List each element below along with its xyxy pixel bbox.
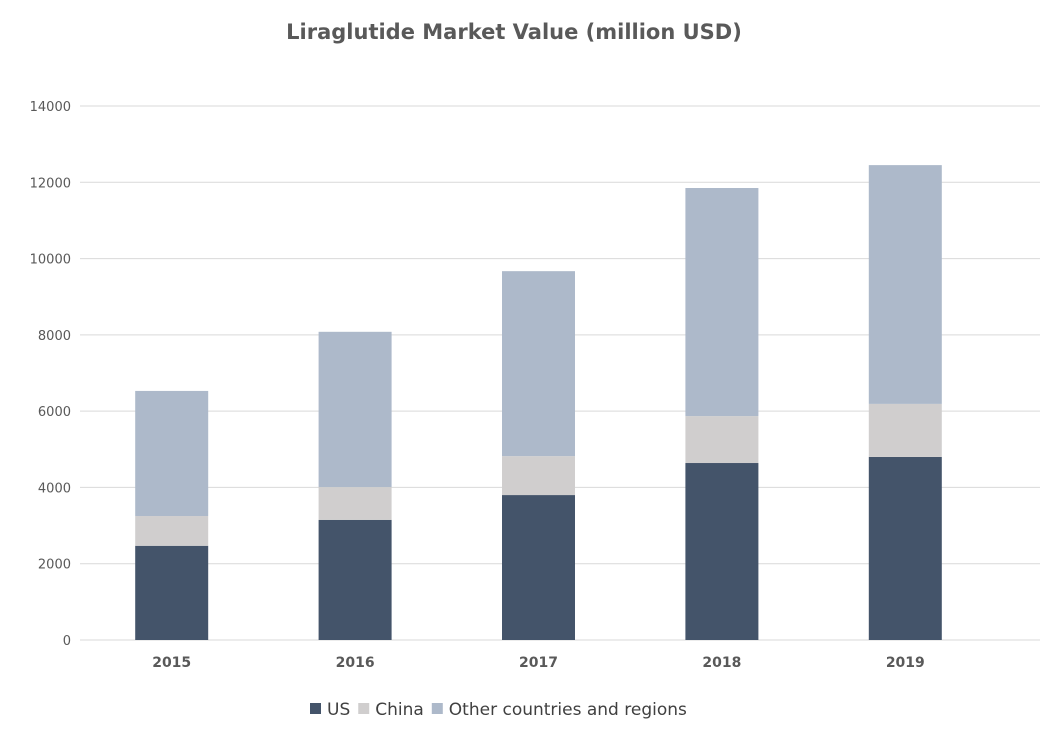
bar-segment-us — [502, 495, 575, 640]
y-tick-label: 6000 — [38, 405, 71, 420]
x-tick-label: 2018 — [702, 655, 741, 671]
bar-segment-other-countries-and-regions — [685, 188, 759, 417]
bar-segment-china — [502, 456, 575, 496]
bar-segment-china — [135, 516, 209, 546]
y-tick-label: 2000 — [38, 558, 71, 573]
bar-segment-other-countries-and-regions — [502, 271, 575, 457]
bar-segment-other-countries-and-regions — [868, 165, 942, 404]
y-tick-label: 10000 — [30, 253, 71, 268]
legend-label: China — [375, 700, 424, 720]
y-tick-label: 12000 — [30, 176, 71, 191]
bar-segment-us — [135, 545, 209, 640]
bar-segment-china — [685, 416, 759, 464]
bar-segment-other-countries-and-regions — [318, 331, 392, 488]
bar-segment-other-countries-and-regions — [135, 390, 209, 517]
bar-segment-china — [318, 487, 392, 520]
x-tick-label: 2015 — [152, 655, 191, 671]
legend-label: US — [327, 700, 350, 720]
y-tick-label: 0 — [63, 634, 71, 649]
legend-label: Other countries and regions — [449, 700, 687, 720]
legend-swatch — [431, 703, 443, 714]
bar-segment-china — [868, 403, 942, 457]
bar-segment-us — [685, 463, 759, 640]
y-tick-label: 8000 — [38, 329, 71, 344]
bar-segment-us — [318, 519, 392, 640]
chart-title: Liraglutide Market Value (million USD) — [286, 20, 742, 44]
y-tick-label: 14000 — [30, 100, 71, 115]
legend-swatch — [358, 703, 370, 714]
x-tick-label: 2016 — [336, 655, 375, 671]
bar-segment-us — [868, 456, 942, 640]
legend-swatch — [310, 703, 321, 714]
y-tick-label: 4000 — [38, 481, 71, 496]
x-tick-label: 2017 — [519, 655, 558, 671]
x-tick-label: 2019 — [886, 655, 925, 671]
